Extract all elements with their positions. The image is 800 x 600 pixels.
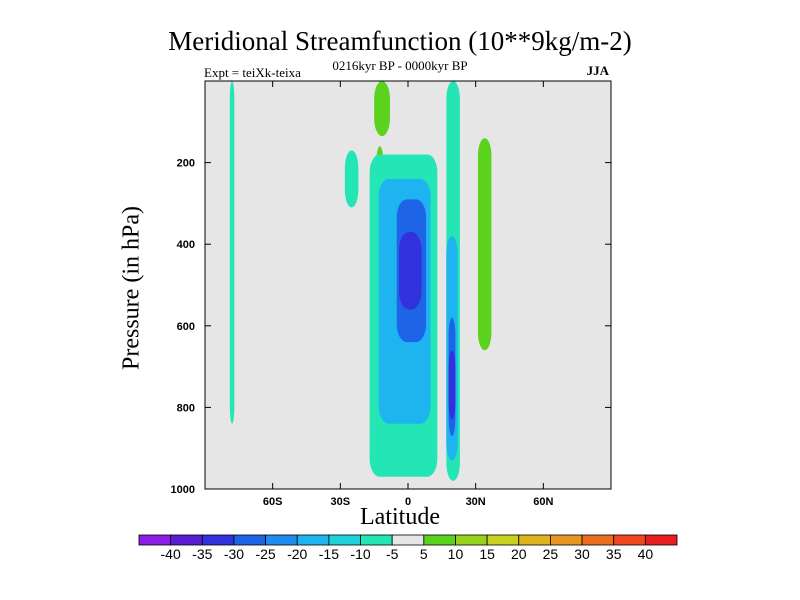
- colorbar-label: 40: [638, 546, 654, 562]
- y-tick-label: 600: [177, 321, 195, 333]
- x-tick-label: 0: [405, 496, 411, 508]
- colorbar-box-5: [296, 534, 330, 546]
- colorbar-box-1: [170, 534, 203, 546]
- colorbar-box-15: [613, 534, 646, 546]
- y-tick-label: 200: [177, 158, 195, 170]
- colorbar-box-2: [201, 534, 235, 546]
- x-tick-label: 60S: [263, 496, 283, 508]
- season-label: JJA: [586, 63, 609, 78]
- x-tick-label: 30S: [331, 496, 351, 508]
- contour-region-0: [229, 81, 235, 424]
- colorbar-box-13: [550, 534, 583, 546]
- contour-region-2: [374, 81, 390, 137]
- y-tick-label: 400: [177, 239, 195, 251]
- colorbar-box-3: [233, 534, 266, 546]
- contour-region-1: [477, 138, 492, 351]
- colorbar-box-4: [265, 534, 298, 546]
- colorbar-box-16: [644, 534, 678, 546]
- experiment-label: Expt = teiXk-teixa: [204, 65, 301, 80]
- x-tick-label: 30N: [466, 496, 486, 508]
- colorbar-label: 10: [448, 546, 464, 562]
- colorbar-box-0: [138, 534, 172, 546]
- colorbar-label: 25: [543, 546, 559, 562]
- colorbar-box-9: [423, 534, 456, 546]
- colorbar-label: -35: [192, 546, 212, 562]
- colorbar-label: -40: [161, 546, 181, 562]
- colorbar-label: 15: [479, 546, 495, 562]
- colorbar-label: -10: [350, 546, 370, 562]
- colorbar-box-8: [391, 534, 425, 546]
- colorbar-label: -20: [287, 546, 307, 562]
- chart-subtitle: 0216kyr BP - 0000kyr BP: [332, 58, 468, 73]
- colorbar-box-14: [581, 534, 615, 546]
- colorbar-label: -25: [255, 546, 275, 562]
- contour-region-8: [398, 231, 422, 310]
- chart-title: Meridional Streamfunction (10**9kg/m-2): [168, 26, 632, 56]
- contour-region-4: [344, 150, 359, 208]
- colorbar-label: -30: [224, 546, 244, 562]
- y-tick-label: 1000: [171, 484, 195, 496]
- y-tick-label: 800: [177, 402, 195, 414]
- colorbar-label: -15: [319, 546, 339, 562]
- colorbar-box-11: [486, 534, 520, 546]
- x-axis-label: Latitude: [360, 504, 440, 530]
- colorbar-label: -5: [386, 546, 399, 562]
- colorbar-label: 30: [574, 546, 590, 562]
- contour-region-12: [448, 350, 456, 420]
- colorbar-box-6: [328, 534, 361, 546]
- colorbar-label: 5: [420, 546, 428, 562]
- colorbar-label: 20: [511, 546, 527, 562]
- colorbar-box-12: [518, 534, 551, 546]
- x-tick-label: 60N: [533, 496, 553, 508]
- colorbar-label: 35: [606, 546, 622, 562]
- colorbar-box-10: [455, 534, 488, 546]
- colorbar-box-7: [360, 534, 393, 546]
